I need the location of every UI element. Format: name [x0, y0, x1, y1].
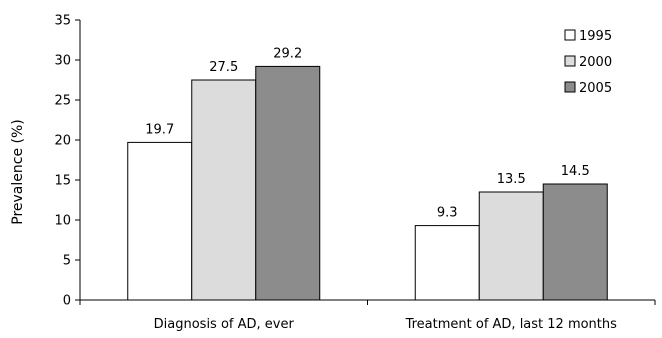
y-tick-label: 0: [63, 294, 71, 309]
x-category-label: Treatment of AD, last 12 months: [405, 317, 618, 332]
y-tick-label: 5: [63, 254, 71, 269]
y-tick-label: 35: [54, 14, 71, 29]
bar-2005-diagnosis: [255, 65, 321, 301]
bar-2005-treatment: [542, 183, 608, 301]
legend-label: 2005: [579, 81, 612, 96]
y-tick-label: 10: [54, 214, 71, 229]
x-category-label: Diagnosis of AD, ever: [154, 317, 295, 332]
legend-swatch: [564, 81, 576, 93]
y-axis-label: Prevalence (%): [10, 119, 26, 225]
y-tick-label: 20: [54, 134, 71, 149]
y-tick-label: 15: [54, 174, 71, 189]
legend-swatch: [564, 29, 576, 41]
axes: 0 5 10 15 20 25 30 35 Diagnosis of AD, ever Treat…: [54, 14, 656, 332]
data-label: 9.3: [437, 206, 458, 221]
bar-2000-diagnosis: [191, 79, 257, 301]
data-label: 19.7: [145, 122, 174, 137]
bar-1995-treatment: [414, 225, 480, 301]
data-label: 27.5: [209, 60, 238, 75]
y-tick-label: 25: [54, 94, 71, 109]
legend-label: 1995: [579, 29, 612, 44]
y-tick-label: 30: [54, 54, 71, 69]
data-label: 13.5: [497, 172, 526, 187]
data-label: 14.5: [561, 164, 590, 179]
legend-swatch: [564, 55, 576, 67]
legend: 1995 2000 2005: [564, 29, 612, 96]
data-label: 29.2: [273, 46, 302, 61]
legend-label: 2000: [579, 55, 612, 70]
bar-1995-diagnosis: [127, 141, 193, 301]
bars: [127, 65, 608, 301]
data-labels: 19.7 27.5 29.2 9.3 13.5 14.5: [145, 46, 589, 220]
bar-2000-treatment: [478, 191, 544, 301]
